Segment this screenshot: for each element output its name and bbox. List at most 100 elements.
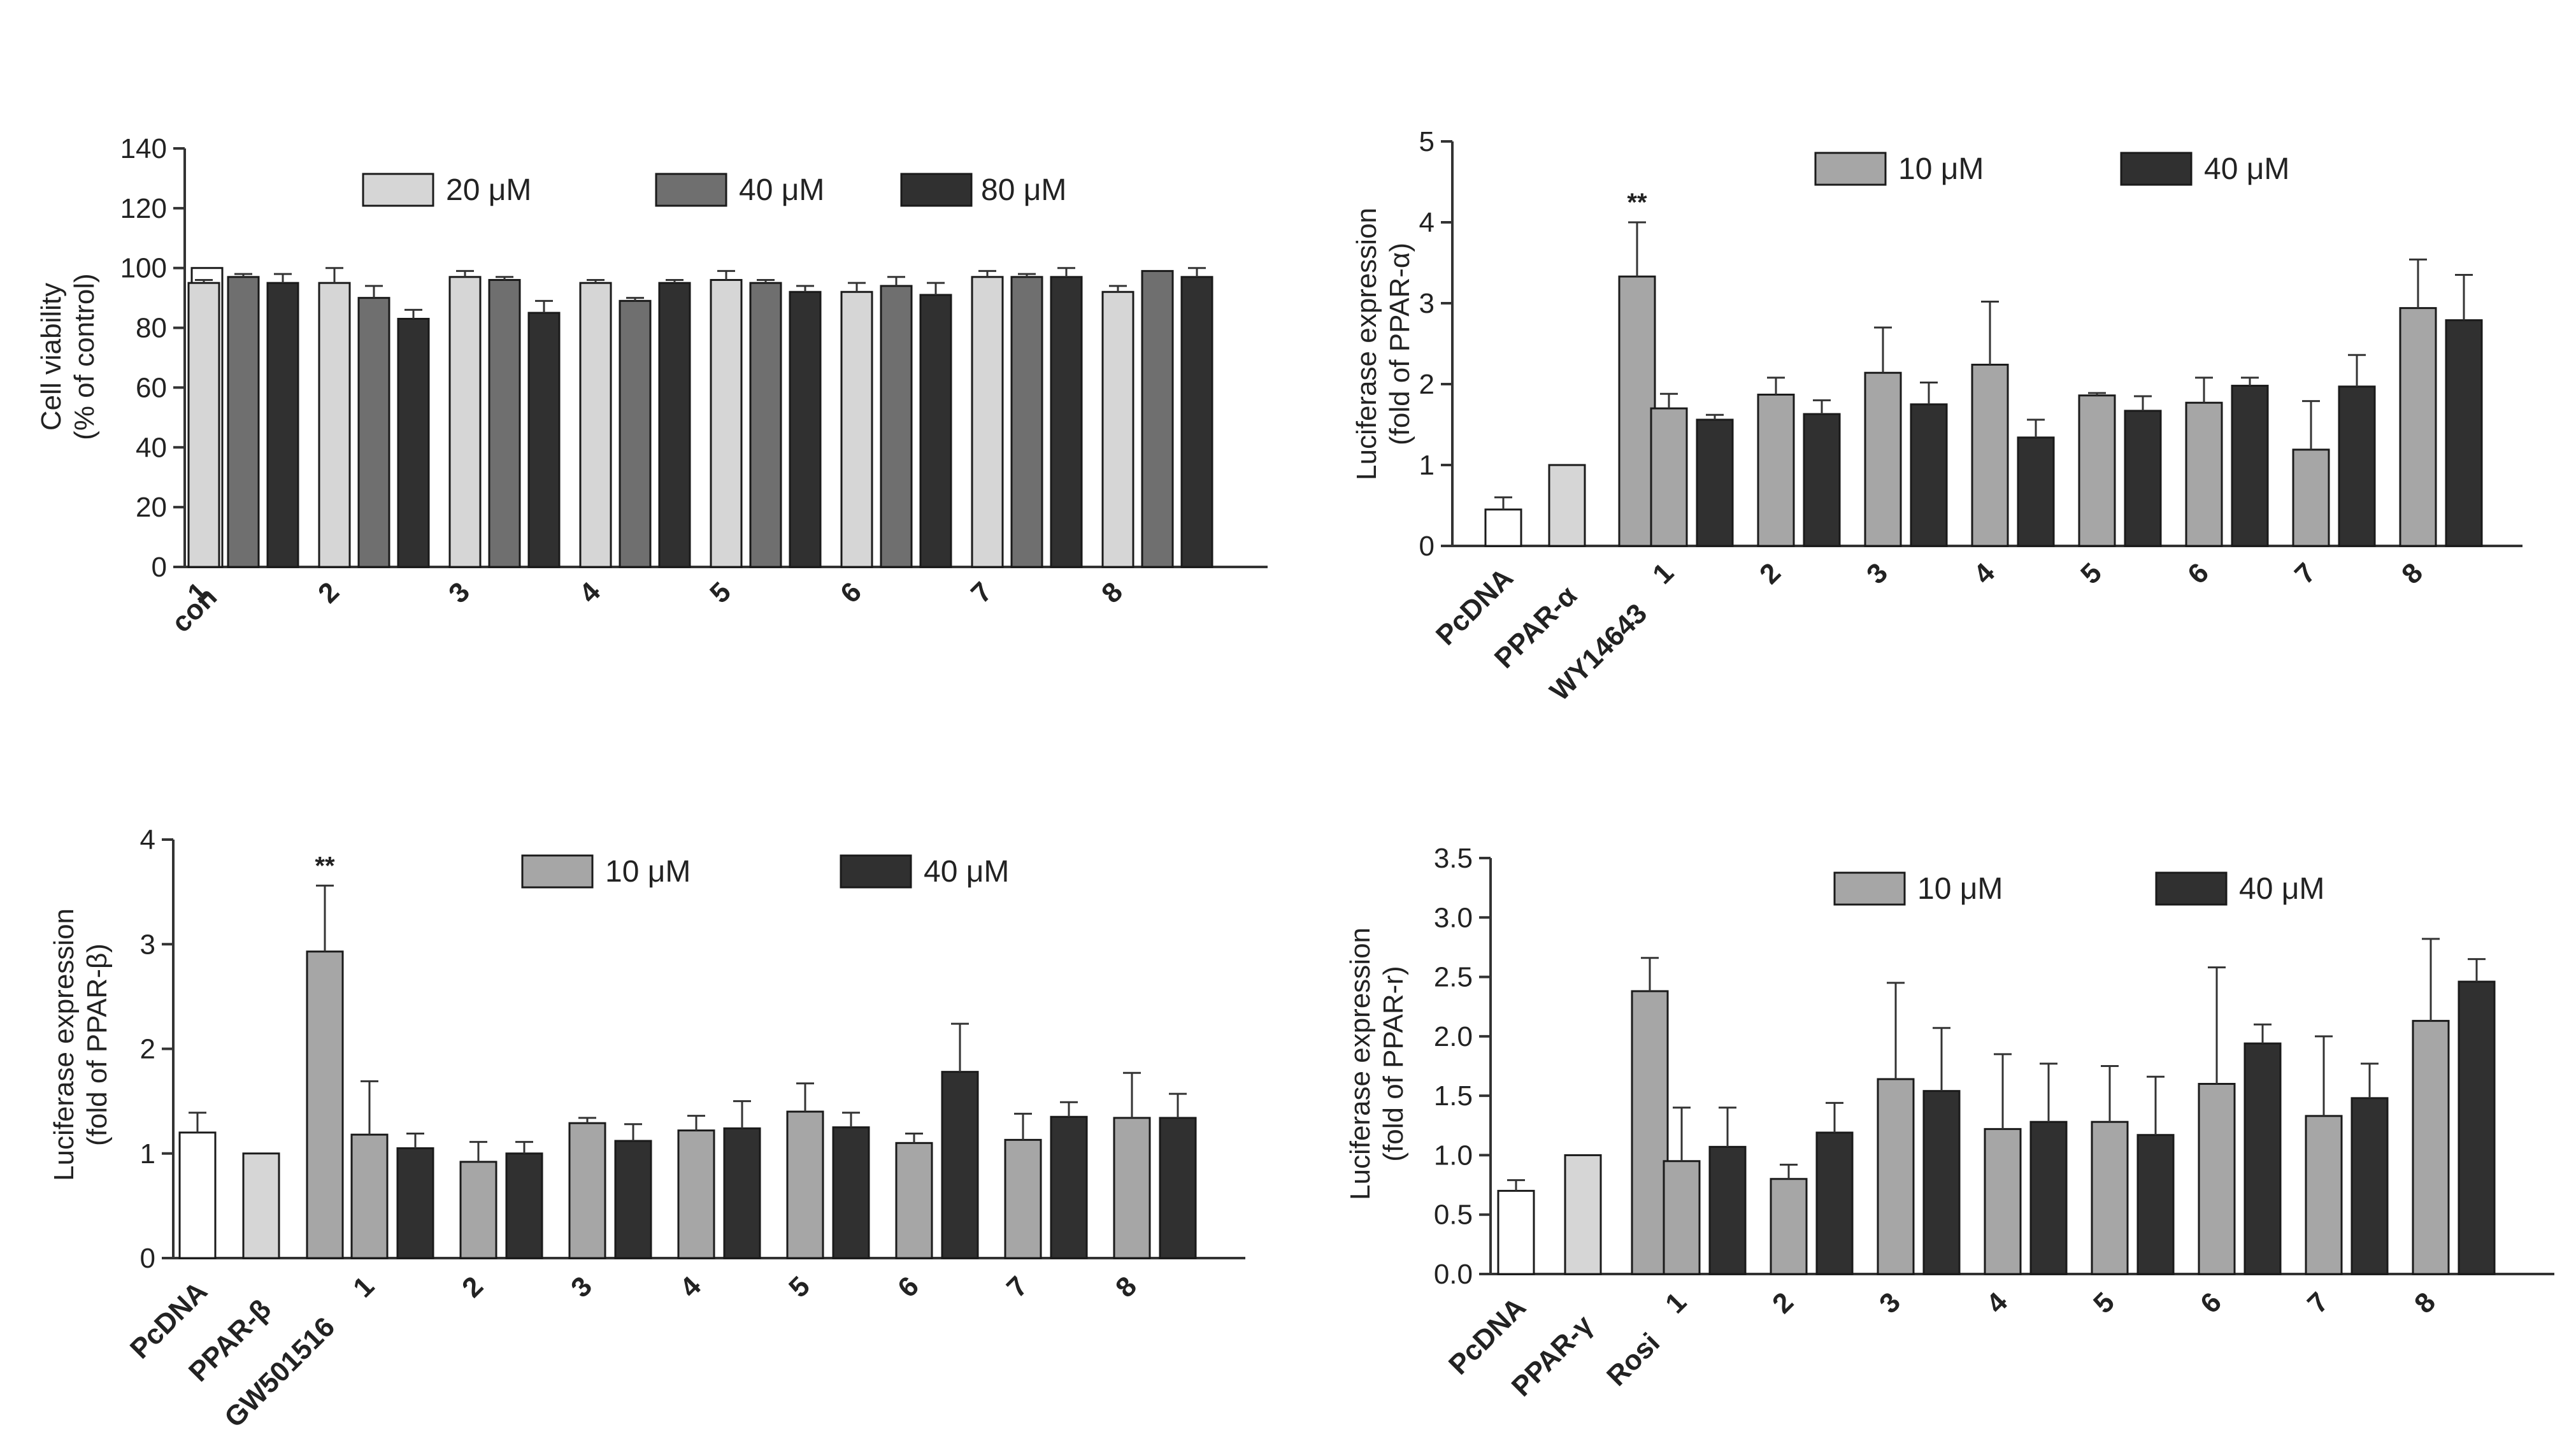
y-axis-label-line: (fold of PPAR-r) xyxy=(1378,966,1409,1161)
chart-panel-b: Luciferase expression (fold of PPAR-α) 0 1 2… xyxy=(1351,126,2522,707)
data-bar xyxy=(1984,1128,2022,1275)
category-label-text: 7 xyxy=(2301,1286,2335,1319)
control-bar xyxy=(1618,275,1656,547)
data-bar xyxy=(749,282,782,568)
legend-label: 20 μM xyxy=(446,173,531,207)
category-label-text: 4 xyxy=(573,576,606,609)
y-tick-label: 3 xyxy=(140,929,155,960)
data-bar xyxy=(1696,419,1734,547)
data-bar xyxy=(1864,371,1902,547)
y-axis-label-line: (fold of PPAR-β) xyxy=(82,943,113,1146)
legend-swatch xyxy=(2155,871,2228,906)
category-label-text: 5 xyxy=(783,1270,816,1303)
category-label: 7 xyxy=(2301,1286,2335,1319)
y-tick-label: 4 xyxy=(1419,207,1435,238)
data-bar xyxy=(658,282,691,568)
legend-swatch xyxy=(521,854,594,889)
data-bar xyxy=(579,282,612,568)
category-label-text: 2 xyxy=(1754,557,1787,590)
category-label-text: 5 xyxy=(2075,557,2108,590)
data-bar xyxy=(789,290,822,568)
category-label: 6 xyxy=(892,1270,925,1303)
data-bar xyxy=(971,276,1004,568)
category-label-text: 8 xyxy=(2408,1286,2442,1319)
data-bar xyxy=(396,1147,434,1259)
control-bar xyxy=(306,950,344,1259)
significance-marker: ** xyxy=(315,852,335,880)
data-bar xyxy=(1004,1138,1042,1259)
chart-panel-c: Luciferase expression (fold of PPAR-β) 0 1 2… xyxy=(48,824,1245,1432)
control-bar xyxy=(1631,990,1669,1275)
control-bar xyxy=(1548,464,1586,547)
legend-label: 80 μM xyxy=(981,173,1066,207)
y-tick-label: 1.5 xyxy=(1434,1080,1473,1112)
data-bar xyxy=(1910,403,1948,547)
y-axis-label-line: (fold of PPAR-α) xyxy=(1384,243,1415,445)
data-bar xyxy=(1050,276,1083,568)
control-bar xyxy=(178,1131,217,1259)
category-label-text: 7 xyxy=(1001,1270,1034,1303)
data-bar xyxy=(2078,394,2116,547)
category-label-text: 7 xyxy=(2289,557,2322,590)
y-tick-label: 2 xyxy=(140,1034,155,1065)
category-label-text: 3 xyxy=(1873,1286,1907,1319)
category-label-text: 2 xyxy=(1766,1286,1800,1319)
category-label: 3 xyxy=(565,1270,598,1303)
data-bar xyxy=(919,294,952,568)
data-bar xyxy=(2198,1082,2236,1275)
category-label-text: 4 xyxy=(1968,557,2001,590)
y-tick-label: 80 xyxy=(136,313,167,344)
y-tick-label: 140 xyxy=(120,133,167,164)
y-tick-label: 4 xyxy=(140,824,155,856)
category-label: 4 xyxy=(1980,1286,2014,1319)
data-bar xyxy=(2351,1097,2389,1275)
data-bar xyxy=(2243,1042,2282,1275)
data-bar xyxy=(710,278,743,568)
category-label-text: 3 xyxy=(565,1270,598,1303)
y-tick-label: 1 xyxy=(1419,450,1435,481)
category-label: 3 xyxy=(1873,1286,1907,1319)
category-label: 5 xyxy=(2087,1286,2121,1319)
y-axis-label-line: Luciferase expression xyxy=(1351,208,1382,480)
category-label: 4 xyxy=(674,1270,707,1303)
category-label-text: 5 xyxy=(2087,1286,2121,1319)
category-label: 4 xyxy=(1968,557,2001,590)
data-bar xyxy=(1050,1115,1088,1259)
data-bar xyxy=(505,1152,543,1259)
y-tick-label: 3 xyxy=(1419,288,1435,319)
data-bar xyxy=(1708,1145,1747,1275)
category-label: 6 xyxy=(2182,557,2215,590)
category-label: 6 xyxy=(834,576,868,609)
legend-swatch xyxy=(900,173,973,207)
data-bar xyxy=(677,1129,715,1259)
data-bar xyxy=(723,1127,761,1259)
category-label: 8 xyxy=(1096,576,1129,609)
control-bar xyxy=(1564,1154,1602,1275)
y-tick-label: 120 xyxy=(120,193,167,224)
data-bar xyxy=(2091,1121,2129,1275)
legend-label: 10 μM xyxy=(1917,872,2003,906)
category-label-text: 1 xyxy=(1659,1286,1692,1319)
data-bar xyxy=(941,1071,979,1259)
data-bar xyxy=(1101,290,1134,568)
data-bar xyxy=(1815,1131,1854,1275)
data-bar xyxy=(1141,269,1174,568)
category-label: 2 xyxy=(456,1270,489,1303)
data-bar xyxy=(2292,448,2330,547)
data-bar xyxy=(619,299,652,568)
data-bar xyxy=(786,1110,824,1259)
category-label: 5 xyxy=(2075,557,2108,590)
control-bar xyxy=(1497,1189,1535,1275)
data-bar xyxy=(1650,407,1688,547)
data-bar xyxy=(459,1161,497,1259)
y-tick-label: 20 xyxy=(136,492,167,523)
data-bar xyxy=(2185,401,2223,547)
category-label-text: 3 xyxy=(443,576,476,609)
category-label: 8 xyxy=(2408,1286,2442,1319)
data-bar xyxy=(2305,1115,2343,1275)
y-tick-label: 2.5 xyxy=(1434,962,1473,993)
data-bar xyxy=(568,1122,606,1259)
y-tick-label: 1 xyxy=(140,1138,155,1170)
y-tick-label: 3.5 xyxy=(1434,843,1473,874)
